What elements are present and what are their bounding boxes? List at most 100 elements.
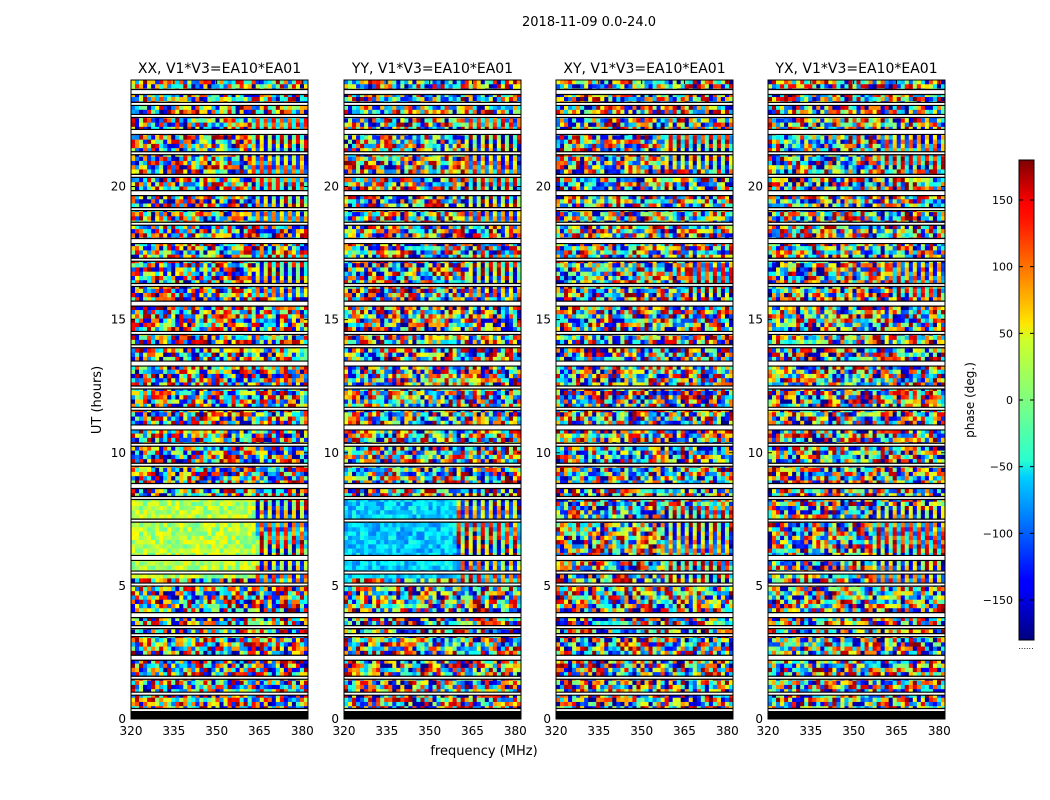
x-tick-label: 380 xyxy=(291,724,314,738)
flag-band xyxy=(344,151,521,155)
panel-3-heatmap xyxy=(556,80,733,719)
flag-band xyxy=(344,555,521,561)
flag-band xyxy=(556,583,733,587)
flag-band xyxy=(344,496,521,500)
flag-band xyxy=(344,612,521,618)
flag-band xyxy=(131,692,308,696)
flag-band xyxy=(768,483,945,489)
flag-band xyxy=(768,555,945,561)
panel-frame xyxy=(555,79,734,720)
y-tick-label: 10 xyxy=(324,446,339,460)
flag-band xyxy=(131,676,308,680)
flag-band xyxy=(131,583,308,587)
x-tick-label: 365 xyxy=(248,724,271,738)
flag-band xyxy=(344,463,521,467)
flag-band xyxy=(556,361,733,367)
x-tick-label: 350 xyxy=(842,724,865,738)
flag-band xyxy=(768,361,945,367)
flag-band xyxy=(556,519,733,523)
flag-band xyxy=(131,344,308,348)
flag-band xyxy=(556,424,733,430)
colorbar-tick-label: −50 xyxy=(990,461,1013,474)
flag-band xyxy=(344,174,521,178)
panel-4-heatmap xyxy=(768,80,945,719)
flag-band xyxy=(344,238,521,244)
flag-band xyxy=(768,625,945,629)
x-tick-label: 335 xyxy=(162,724,185,738)
flag-band xyxy=(344,443,521,447)
flag-band xyxy=(344,207,521,211)
colorbar-ticks: −150 −100 −50 0 50 100 150 xyxy=(983,194,1034,607)
y-tick-label: 15 xyxy=(324,313,339,327)
flag-band xyxy=(556,571,733,575)
y-tick-label: 5 xyxy=(118,579,126,593)
flag-band xyxy=(131,222,308,226)
flag-band xyxy=(131,555,308,561)
panel-title: XY, V1*V3=EA10*EA01 xyxy=(563,61,725,77)
flag-band xyxy=(344,633,521,637)
colorbar-tick-label: 0 xyxy=(1006,394,1013,407)
colorbar-footer: ...... xyxy=(1018,642,1033,651)
flag-band xyxy=(556,655,733,661)
flag-band xyxy=(131,483,308,489)
flag-band xyxy=(131,151,308,155)
flag-band xyxy=(344,583,521,587)
flag-band xyxy=(131,496,308,500)
y-tick-label: 15 xyxy=(748,313,763,327)
y-tick-label: 20 xyxy=(324,180,339,194)
panel-title: YX, V1*V3=EA10*EA01 xyxy=(774,61,937,77)
y-tick-label: 0 xyxy=(543,712,551,726)
flag-band xyxy=(131,519,308,523)
flag-band xyxy=(131,633,308,637)
flag-band xyxy=(768,386,945,390)
x-tick-label: 320 xyxy=(545,724,568,738)
flag-band xyxy=(131,655,308,661)
flag-band xyxy=(131,386,308,390)
flag-band xyxy=(768,424,945,430)
flag-band xyxy=(556,407,733,411)
panel-frame xyxy=(767,79,946,720)
flag-band xyxy=(344,89,521,95)
panel-title: YY, V1*V3=EA10*EA01 xyxy=(351,61,513,77)
x-tick-label: 335 xyxy=(375,724,398,738)
y-tick-label: 10 xyxy=(748,446,763,460)
flag-band xyxy=(556,344,733,348)
flag-band xyxy=(131,89,308,95)
flag-band xyxy=(768,496,945,500)
colorbar-tick-label: −150 xyxy=(983,594,1013,607)
flag-band xyxy=(768,258,945,262)
x-tick-label: 335 xyxy=(799,724,822,738)
flag-band xyxy=(768,114,945,118)
colorbar-tick-label: 50 xyxy=(999,327,1013,340)
flag-band xyxy=(556,190,733,196)
flag-band xyxy=(344,483,521,489)
y-tick-label: 5 xyxy=(755,579,763,593)
flag-band xyxy=(768,655,945,661)
panel-1-heatmap xyxy=(131,80,308,719)
flag-band xyxy=(131,424,308,430)
panel-2: YY, V1*V3=EA10*EA01 320 335 350 365 380 0 5 10 15… xyxy=(324,61,527,738)
flag-band xyxy=(131,258,308,262)
x-tick-label: 350 xyxy=(630,724,653,738)
flag-band xyxy=(131,463,308,467)
flag-band xyxy=(556,612,733,618)
flag-band xyxy=(768,407,945,411)
flag-band xyxy=(131,207,308,211)
flag-band xyxy=(344,331,521,335)
flag-band xyxy=(768,612,945,618)
flag-band xyxy=(556,496,733,500)
flag-band xyxy=(556,676,733,680)
flag-band xyxy=(344,571,521,575)
flag-band xyxy=(131,174,308,178)
flag-band xyxy=(344,129,521,135)
flag-band xyxy=(768,238,945,244)
flag-band xyxy=(556,207,733,211)
flag-band xyxy=(344,283,521,287)
flag-band xyxy=(768,463,945,467)
flag-band xyxy=(344,102,521,106)
x-tick-label: 335 xyxy=(587,724,610,738)
flag-band xyxy=(768,283,945,287)
panel-frame xyxy=(130,79,309,720)
flag-band xyxy=(556,463,733,467)
